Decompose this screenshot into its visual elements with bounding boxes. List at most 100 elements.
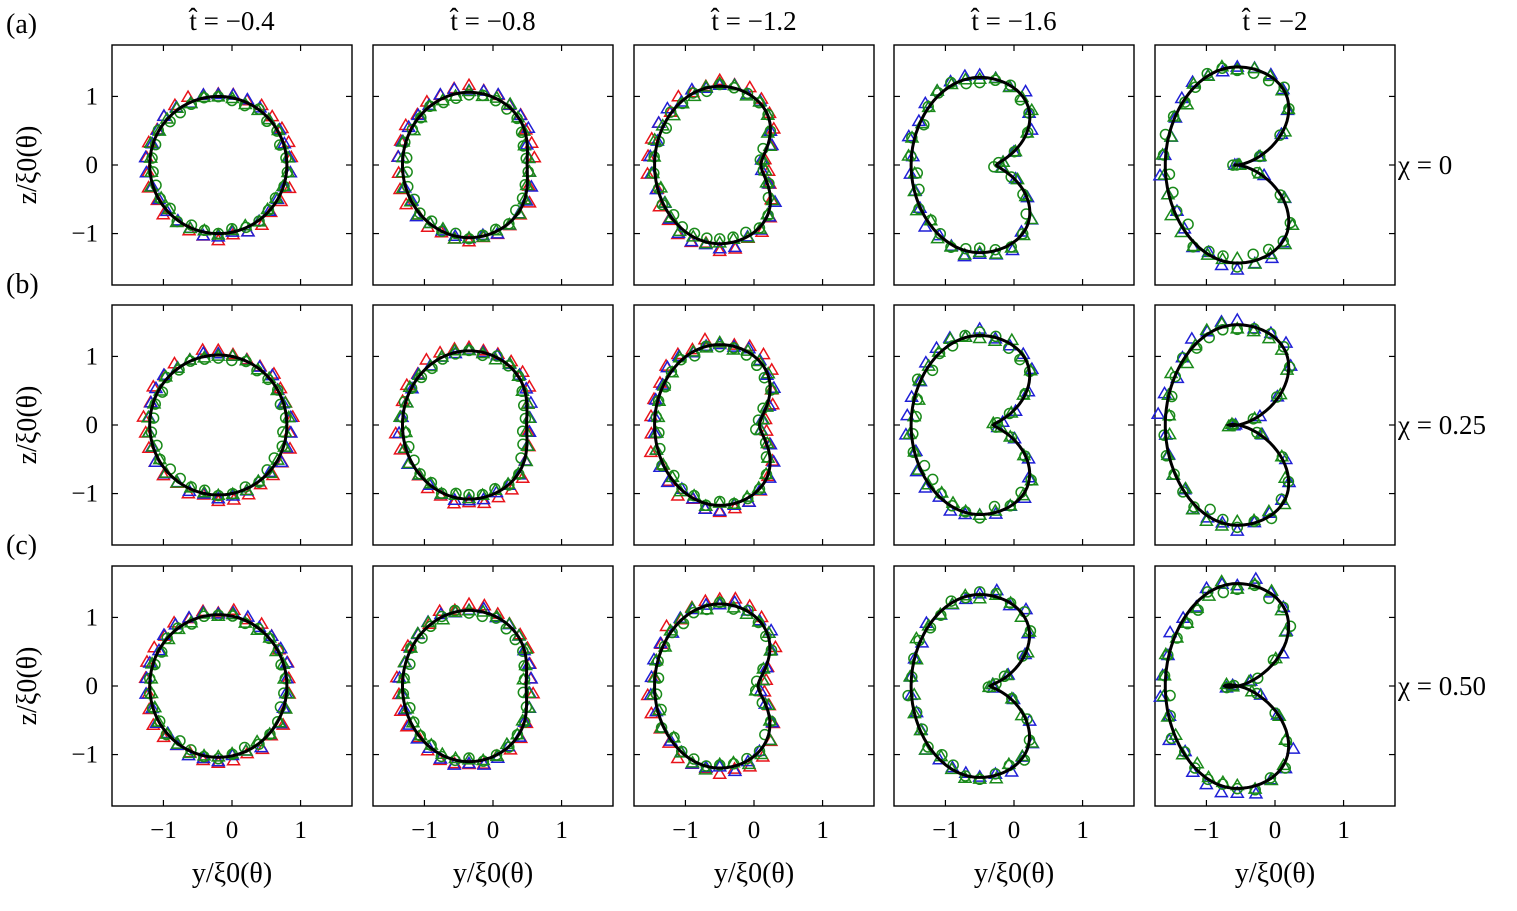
- marker-circle: [713, 759, 726, 771]
- solid-curve: [401, 90, 529, 240]
- marker-triangle: [461, 234, 477, 247]
- marker-triangle: [649, 442, 664, 455]
- row-label-0: χ = 0: [1397, 150, 1452, 180]
- marker-triangle: [1018, 84, 1033, 97]
- y-tick-label: 1: [86, 83, 99, 110]
- marker-triangle: [262, 726, 277, 740]
- marker-circle: [700, 85, 713, 98]
- marker-triangle: [210, 491, 226, 504]
- solid-curve: [653, 84, 772, 246]
- marker-triangle: [712, 241, 728, 254]
- row-label-1: χ = 0.25: [1397, 410, 1486, 440]
- y-tick-label: 1: [86, 604, 99, 631]
- marker-circle: [153, 715, 166, 727]
- x-tick-label: 1: [294, 817, 307, 844]
- solid-curve: [401, 608, 529, 764]
- marker-triangle: [649, 703, 664, 717]
- marker-triangle: [419, 352, 434, 365]
- column-title-4: t̂ = −2: [1241, 6, 1307, 36]
- marker-circle: [1017, 228, 1029, 240]
- marker-triangle: [156, 108, 172, 121]
- marker-triangle: [159, 203, 175, 217]
- marker-triangle: [461, 494, 477, 508]
- marker-circle: [272, 715, 284, 728]
- y-tick-label: 0: [86, 152, 99, 179]
- marker-circle: [1251, 166, 1263, 179]
- marker-triangle: [1157, 385, 1172, 399]
- marker-triangle: [1246, 324, 1262, 337]
- marker-triangle: [156, 627, 172, 641]
- marker-triangle: [757, 696, 773, 709]
- marker-circle: [933, 347, 946, 360]
- marker-triangle: [663, 733, 679, 746]
- marker-circle: [1251, 426, 1263, 439]
- marker-triangle: [1261, 330, 1277, 344]
- marker-circle: [1157, 149, 1170, 161]
- marker-circle: [271, 384, 284, 396]
- marker-circle: [147, 166, 159, 178]
- marker-circle: [666, 626, 678, 639]
- marker-triangle: [751, 614, 767, 627]
- marker-triangle: [517, 714, 532, 727]
- marker-triangle: [1229, 62, 1245, 75]
- marker-circle: [1284, 217, 1297, 229]
- marker-triangle: [403, 194, 419, 207]
- marker-circle: [463, 89, 475, 101]
- marker-circle: [1201, 586, 1214, 598]
- marker-circle: [1247, 248, 1259, 260]
- marker-circle: [1189, 81, 1202, 93]
- marker-triangle: [918, 355, 934, 368]
- marker-circle: [198, 484, 211, 497]
- marker-triangle: [1248, 571, 1264, 584]
- marker-circle: [160, 371, 173, 384]
- marker-circle: [1284, 620, 1297, 633]
- marker-circle: [253, 738, 265, 750]
- marker-circle: [436, 225, 448, 238]
- marker-triangle: [1264, 250, 1280, 264]
- y-tick-label: −1: [71, 742, 98, 769]
- marker-circle: [1277, 235, 1290, 248]
- x-axis-title-1: y/ξ0(θ): [453, 858, 533, 889]
- panel-frame: [111, 565, 353, 807]
- marker-circle: [172, 622, 184, 634]
- marker-triangle: [1017, 646, 1033, 660]
- marker-circle: [476, 488, 489, 501]
- marker-circle: [1004, 500, 1017, 512]
- marker-triangle: [393, 442, 408, 455]
- marker-circle: [252, 623, 265, 635]
- marker-circle: [946, 500, 958, 512]
- marker-triangle: [972, 586, 988, 599]
- solid-curve: [1163, 65, 1291, 265]
- marker-circle: [998, 670, 1011, 683]
- marker-circle: [503, 741, 515, 753]
- marker-circle: [1003, 407, 1016, 420]
- marker-circle: [403, 440, 415, 453]
- marker-triangle: [712, 335, 728, 348]
- marker-triangle: [397, 440, 413, 453]
- marker-circle: [171, 215, 183, 228]
- panel-0-4: [1152, 44, 1396, 286]
- x-tick-label: 1: [555, 817, 568, 844]
- marker-circle: [152, 124, 165, 137]
- marker-circle: [1247, 413, 1260, 425]
- panel-0-0: −1 0 1: [71, 44, 353, 286]
- marker-triangle: [523, 671, 539, 684]
- marker-circle: [436, 610, 448, 623]
- marker-triangle: [727, 239, 743, 253]
- marker-triangle: [1014, 89, 1030, 103]
- marker-triangle: [1185, 764, 1201, 778]
- marker-circle: [1008, 145, 1021, 158]
- marker-circle: [274, 701, 287, 713]
- marker-circle: [1019, 388, 1031, 400]
- marker-circle: [676, 482, 688, 495]
- marker-circle: [675, 745, 688, 758]
- marker-circle: [424, 100, 436, 113]
- row-tag-1: (b): [6, 269, 39, 300]
- marker-triangle: [448, 487, 463, 500]
- marker-circle: [1251, 687, 1263, 700]
- marker-circle: [1006, 692, 1018, 705]
- panel-2-2: −1 0 1 y/ξ0(θ): [633, 565, 875, 889]
- marker-triangle: [515, 470, 531, 483]
- marker-triangle: [1276, 757, 1291, 771]
- marker-triangle: [643, 444, 659, 458]
